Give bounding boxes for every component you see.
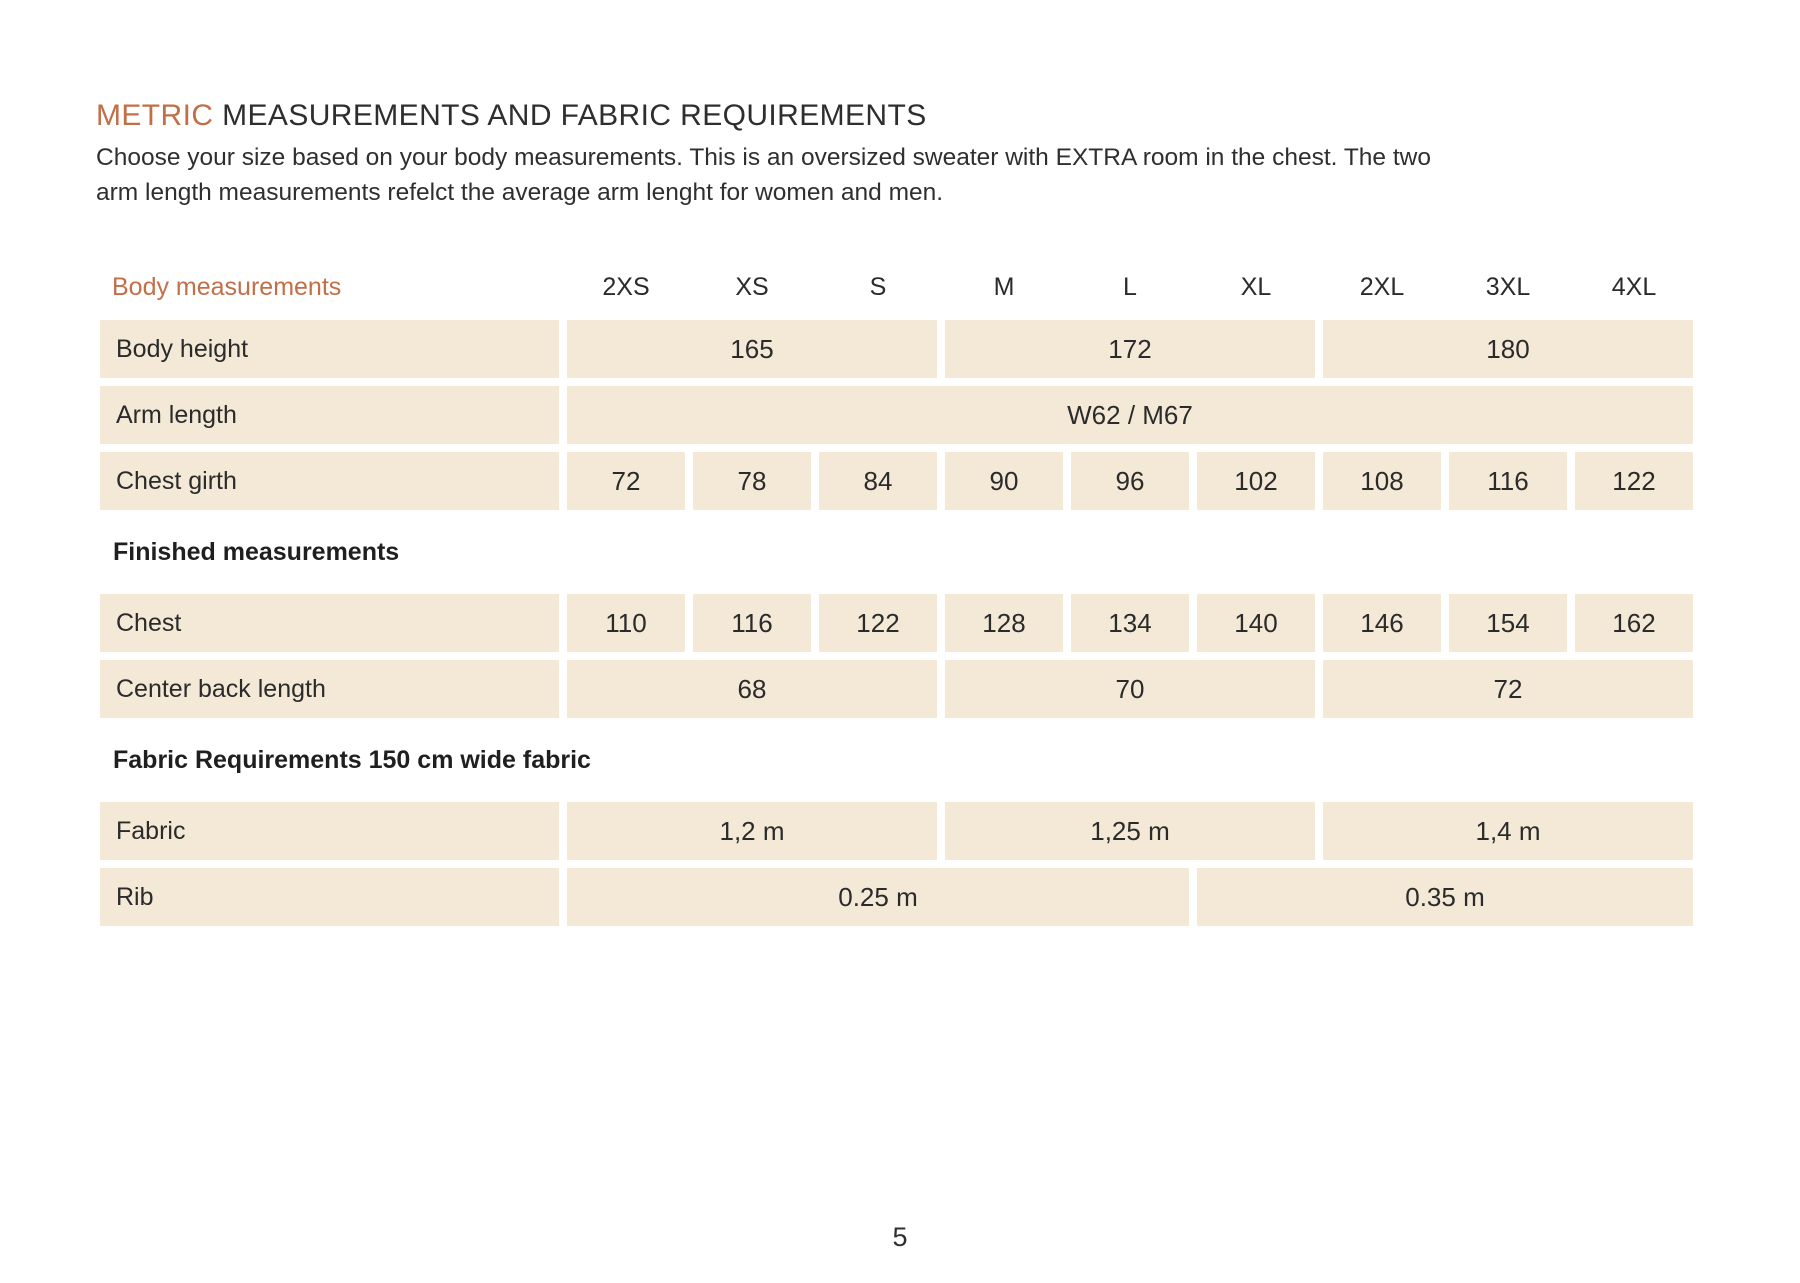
section-heading: Fabric Requirements 150 cm wide fabric <box>113 745 591 774</box>
intro-line-2: arm length measurements refelct the aver… <box>96 179 944 206</box>
table-cell: 122 <box>1575 452 1693 510</box>
table-row: Chest 110 116 122 128 134 140 146 154 162 <box>96 590 1697 656</box>
intro-paragraph: Choose your size based on your body meas… <box>96 140 1697 210</box>
body-measurements-header: Body measurements <box>112 272 342 301</box>
row-label: Body height <box>100 320 559 378</box>
table-cell: 146 <box>1323 594 1441 652</box>
table-cell: 128 <box>945 594 1063 652</box>
table-row: Body height 165 172 180 <box>96 316 1697 382</box>
page-title-rest: MEASUREMENTS AND FABRIC REQUIREMENTS <box>213 99 927 132</box>
table-cell: 116 <box>1449 452 1567 510</box>
size-column-header: L <box>1123 272 1137 301</box>
table-row: Arm length W62 / M67 <box>96 382 1697 448</box>
section-heading: Finished measurements <box>113 537 400 566</box>
page-title: METRIC MEASUREMENTS AND FABRIC REQUIREME… <box>96 98 1697 134</box>
table-cell: 116 <box>693 594 811 652</box>
size-column-header: M <box>993 272 1015 301</box>
size-column-header: XL <box>1240 272 1272 301</box>
size-column-header: 4XL <box>1611 272 1657 301</box>
table-cell: 68 <box>567 660 937 718</box>
table-cell: 84 <box>819 452 937 510</box>
size-column-header: XS <box>735 272 769 301</box>
measurement-table-body: Body height 165 172 180 Arm length W62 / M67 C… <box>96 316 1697 930</box>
table-cell: 180 <box>1323 320 1693 378</box>
table-cell: 162 <box>1575 594 1693 652</box>
table-cell: 1,4 m <box>1323 802 1693 860</box>
table-row: Fabric 1,2 m 1,25 m 1,4 m <box>96 798 1697 864</box>
measurement-table: Body measurements 2XS XS S M L XL 2XL 3XL 4XL Bo… <box>96 258 1697 930</box>
table-row: Rib 0.25 m 0.35 m <box>96 864 1697 930</box>
table-cell: 0.25 m <box>567 868 1189 926</box>
table-cell: 122 <box>819 594 937 652</box>
table-cell: 110 <box>567 594 685 652</box>
page-number: 5 <box>892 1222 908 1252</box>
row-label: Fabric <box>100 802 559 860</box>
row-label: Center back length <box>100 660 559 718</box>
table-cell: 1,2 m <box>567 802 937 860</box>
row-label: Chest <box>100 594 559 652</box>
table-cell: 78 <box>693 452 811 510</box>
table-cell: 165 <box>567 320 937 378</box>
page-content: METRIC MEASUREMENTS AND FABRIC REQUIREME… <box>96 98 1697 930</box>
size-header-row: Body measurements 2XS XS S M L XL 2XL 3XL 4XL <box>96 258 1697 316</box>
intro-line-1: Choose your size based on your body meas… <box>96 144 1431 171</box>
table-cell: 72 <box>1323 660 1693 718</box>
row-label: Arm length <box>100 386 559 444</box>
table-cell: 96 <box>1071 452 1189 510</box>
table-row: Chest girth 72 78 84 90 96 102 108 116 122 <box>96 448 1697 514</box>
row-label: Rib <box>100 868 559 926</box>
table-cell: W62 / M67 <box>567 386 1693 444</box>
table-cell: 102 <box>1197 452 1315 510</box>
table-cell: 134 <box>1071 594 1189 652</box>
row-label: Chest girth <box>100 452 559 510</box>
table-cell: 172 <box>945 320 1315 378</box>
table-cell: 70 <box>945 660 1315 718</box>
table-cell: 1,25 m <box>945 802 1315 860</box>
table-cell: 140 <box>1197 594 1315 652</box>
table-cell: 0.35 m <box>1197 868 1693 926</box>
size-column-header: S <box>869 272 887 301</box>
page-title-accent: METRIC <box>96 99 214 132</box>
table-cell: 108 <box>1323 452 1441 510</box>
size-column-header: 2XS <box>602 272 650 301</box>
table-cell: 90 <box>945 452 1063 510</box>
table-cell: 154 <box>1449 594 1567 652</box>
size-column-header: 2XL <box>1359 272 1405 301</box>
table-row: Center back length 68 70 72 <box>96 656 1697 722</box>
size-column-header: 3XL <box>1485 272 1531 301</box>
table-cell: 72 <box>567 452 685 510</box>
